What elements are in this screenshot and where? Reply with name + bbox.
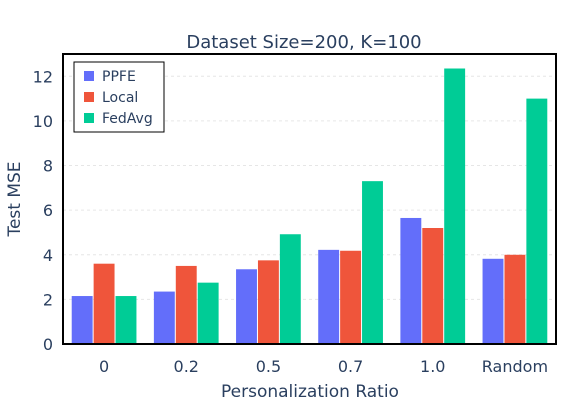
- x-tick-label: 1.0: [420, 357, 445, 376]
- x-tick-label: 0.5: [256, 357, 281, 376]
- x-axis-title: Personalization Ratio: [221, 382, 399, 402]
- legend-swatch-fedavg: [84, 113, 94, 123]
- y-tick-label: 2: [43, 290, 53, 309]
- bar-local-random: [504, 254, 526, 344]
- y-tick-label: 4: [43, 246, 53, 265]
- legend-label-ppfe: PPFE: [102, 69, 136, 85]
- bar-local-1_0: [422, 228, 444, 344]
- y-tick-label: 12: [33, 67, 53, 86]
- legend-label-local: Local: [102, 90, 138, 106]
- bar-ppfe-0_5: [236, 269, 257, 344]
- legend-swatch-local: [84, 92, 94, 102]
- bars: [71, 68, 548, 344]
- bar-local-0_2: [175, 265, 197, 344]
- legend-label-fedavg: FedAvg: [102, 111, 153, 127]
- x-tick-label: Random: [482, 357, 548, 376]
- chart-title: Dataset Size=200, K=100: [186, 32, 421, 53]
- bar-fedavg-0_7: [362, 181, 383, 344]
- y-axis-ticks: 0 2 4 6 8 10 12: [33, 67, 53, 354]
- bar-local-0_7: [340, 250, 362, 344]
- bar-fedavg-0_5: [279, 234, 301, 344]
- bar-ppfe-random: [482, 258, 504, 344]
- plot-frame: [62, 53, 557, 345]
- bar-ppfe-1_0: [400, 217, 422, 344]
- bar-fedavg-0_2: [197, 282, 219, 344]
- x-tick-label: 0.7: [338, 357, 363, 376]
- bar-ppfe-0_2: [153, 291, 175, 344]
- bar-local-0_5: [257, 260, 279, 344]
- bar-fedavg-0: [115, 296, 137, 344]
- bar-ppfe-0_7: [318, 249, 340, 344]
- x-axis-ticks: 0 0.2 0.5 0.7 1.0 Random: [99, 357, 548, 376]
- gridlines: [63, 75, 556, 300]
- bar-fedavg-random: [526, 98, 548, 344]
- legend-swatch-ppfe: [84, 71, 94, 81]
- y-tick-label: 8: [43, 157, 53, 176]
- y-tick-label: 6: [43, 201, 53, 220]
- x-tick-label: 0.2: [174, 357, 199, 376]
- legend: PPFE Local FedAvg: [73, 61, 165, 133]
- bar-local-0: [93, 263, 115, 344]
- y-tick-label: 0: [43, 335, 53, 354]
- y-axis-title: Test MSE: [5, 161, 25, 237]
- y-tick-label: 10: [33, 112, 53, 131]
- bar-fedavg-1_0: [444, 68, 466, 344]
- x-tick-label: 0: [99, 357, 109, 376]
- bar-ppfe-0: [71, 296, 93, 344]
